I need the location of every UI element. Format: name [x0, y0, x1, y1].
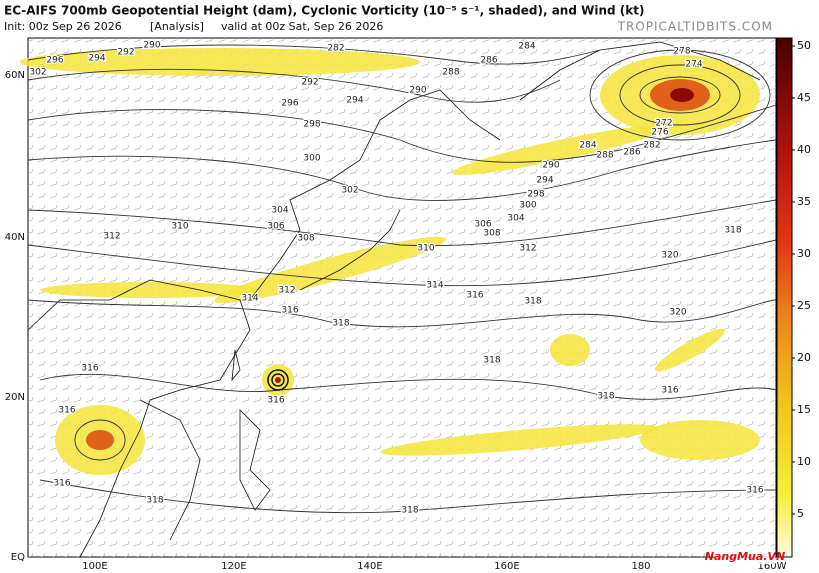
contour-label: 310 — [171, 222, 188, 232]
colorbar-tick-label: 5 — [797, 507, 804, 520]
contour-label: 300 — [519, 201, 536, 211]
lon-labels: 100E 120E 140E 160E 180 160W — [82, 561, 786, 572]
contour-label: 290 — [143, 41, 160, 51]
contour-label: 312 — [519, 244, 536, 254]
contour-label: 308 — [297, 234, 314, 244]
contour-label: 278 — [673, 47, 690, 57]
colorbar-tick-label: 10 — [797, 455, 811, 468]
colorbar-tick-label: 35 — [797, 195, 811, 208]
contour-label: 308 — [483, 229, 500, 239]
map: 290 292 296 294 302 282 284 286 288 290 292 294 296 2… — [20, 37, 777, 558]
contour-label: 304 — [507, 214, 524, 224]
run-label: [Analysis] — [150, 20, 204, 33]
contour-label: 316 — [661, 386, 678, 396]
lon-label: 140E — [357, 561, 382, 572]
lon-label: 180 — [631, 561, 650, 572]
coastlines — [27, 41, 761, 558]
contour-label: 316 — [58, 406, 75, 416]
contour-label: 312 — [278, 286, 295, 296]
contour-label: 276 — [651, 128, 668, 138]
contour-label: 318 — [724, 226, 741, 236]
contour-label: 318 — [401, 506, 418, 516]
colorbar-tick-label: 15 — [797, 403, 811, 416]
contour-label: 286 — [623, 148, 640, 158]
colorbar-tick-label: 45 — [797, 91, 811, 104]
contour-label: 286 — [480, 56, 497, 66]
lat-label: 40N — [5, 232, 25, 243]
colorbar — [776, 37, 793, 558]
lat-labels: 60N 40N 20N EQ — [5, 70, 25, 563]
contour-label: 304 — [271, 206, 288, 216]
contour-label: 316 — [267, 396, 284, 406]
colorbar-tick-label: 50 — [797, 39, 811, 52]
site-name: TROPICALTIDBITS.COM — [617, 20, 773, 34]
contour-label: 290 — [409, 86, 426, 96]
height-contours — [27, 44, 777, 514]
watermark: NangMua.VN — [705, 550, 785, 563]
contour-label: 318 — [483, 356, 500, 366]
contour-label: 294 — [88, 54, 105, 64]
contour-label: 284 — [579, 141, 596, 151]
contour-labels: 290 292 296 294 302 282 284 286 288 290 292 294 296 2… — [28, 39, 765, 517]
contour-label: 306 — [267, 222, 284, 232]
colorbar-tick-label: 30 — [797, 247, 811, 260]
colorbar-tick-label: 20 — [797, 351, 811, 364]
contour-label: 314 — [241, 294, 258, 304]
contour-label: 284 — [518, 42, 535, 52]
valid-time: valid at 00z Sat, Sep 26 2026 — [221, 20, 383, 33]
contour-label: 298 — [303, 120, 320, 130]
contour-label: 282 — [643, 141, 660, 151]
title: EC-AIFS 700mb Geopotential Height (dam),… — [4, 4, 644, 18]
contour-label: 288 — [442, 68, 459, 78]
contour-label: 292 — [117, 48, 134, 58]
lat-label: 20N — [5, 392, 25, 403]
contour-label: 274 — [685, 60, 702, 70]
contour-label: 312 — [103, 232, 120, 242]
contour-label: 298 — [527, 190, 544, 200]
colorbar-tick-label: 40 — [797, 143, 811, 156]
contour-label: 300 — [303, 154, 320, 164]
contour-label: 272 — [655, 119, 672, 129]
contour-label: 302 — [29, 68, 46, 78]
contour-label: 306 — [474, 220, 491, 230]
lat-label: 60N — [5, 70, 25, 81]
contour-label: 296 — [281, 99, 298, 109]
contour-label: 294 — [346, 96, 363, 106]
contour-label: 288 — [596, 151, 613, 161]
lon-label: 160W — [758, 561, 787, 572]
lon-label: 100E — [82, 561, 107, 572]
contour-label: 316 — [746, 486, 763, 496]
contour-label: 314 — [426, 281, 443, 291]
contour-label: 282 — [327, 44, 344, 54]
contour-label: 316 — [281, 306, 298, 316]
contour-label: 310 — [417, 244, 434, 254]
contour-label: 318 — [146, 496, 163, 506]
contour-label: 318 — [524, 297, 541, 307]
contour-label: 316 — [53, 479, 70, 489]
contour-label: 302 — [341, 186, 358, 196]
contour-label: 294 — [536, 176, 553, 186]
colorbar-ticks: 5 10 15 20 25 30 35 40 45 50 — [792, 39, 811, 520]
contour-label: 292 — [301, 78, 318, 88]
contour-label: 316 — [466, 291, 483, 301]
init-time: Init: 00z Sep 26 2026 — [4, 20, 122, 33]
colorbar-tick-label: 25 — [797, 299, 811, 312]
contour-label: 318 — [332, 319, 349, 329]
contour-label: 316 — [81, 364, 98, 374]
contour-label: 320 — [669, 308, 686, 318]
contour-label: 296 — [46, 56, 63, 66]
lon-label: 160E — [494, 561, 519, 572]
watermark-bg — [715, 550, 775, 564]
lon-label: 120E — [221, 561, 246, 572]
contour-label: 318 — [597, 392, 614, 402]
contour-label: 320 — [661, 251, 678, 261]
contour-label: 290 — [542, 161, 559, 171]
lat-label: EQ — [11, 552, 25, 563]
